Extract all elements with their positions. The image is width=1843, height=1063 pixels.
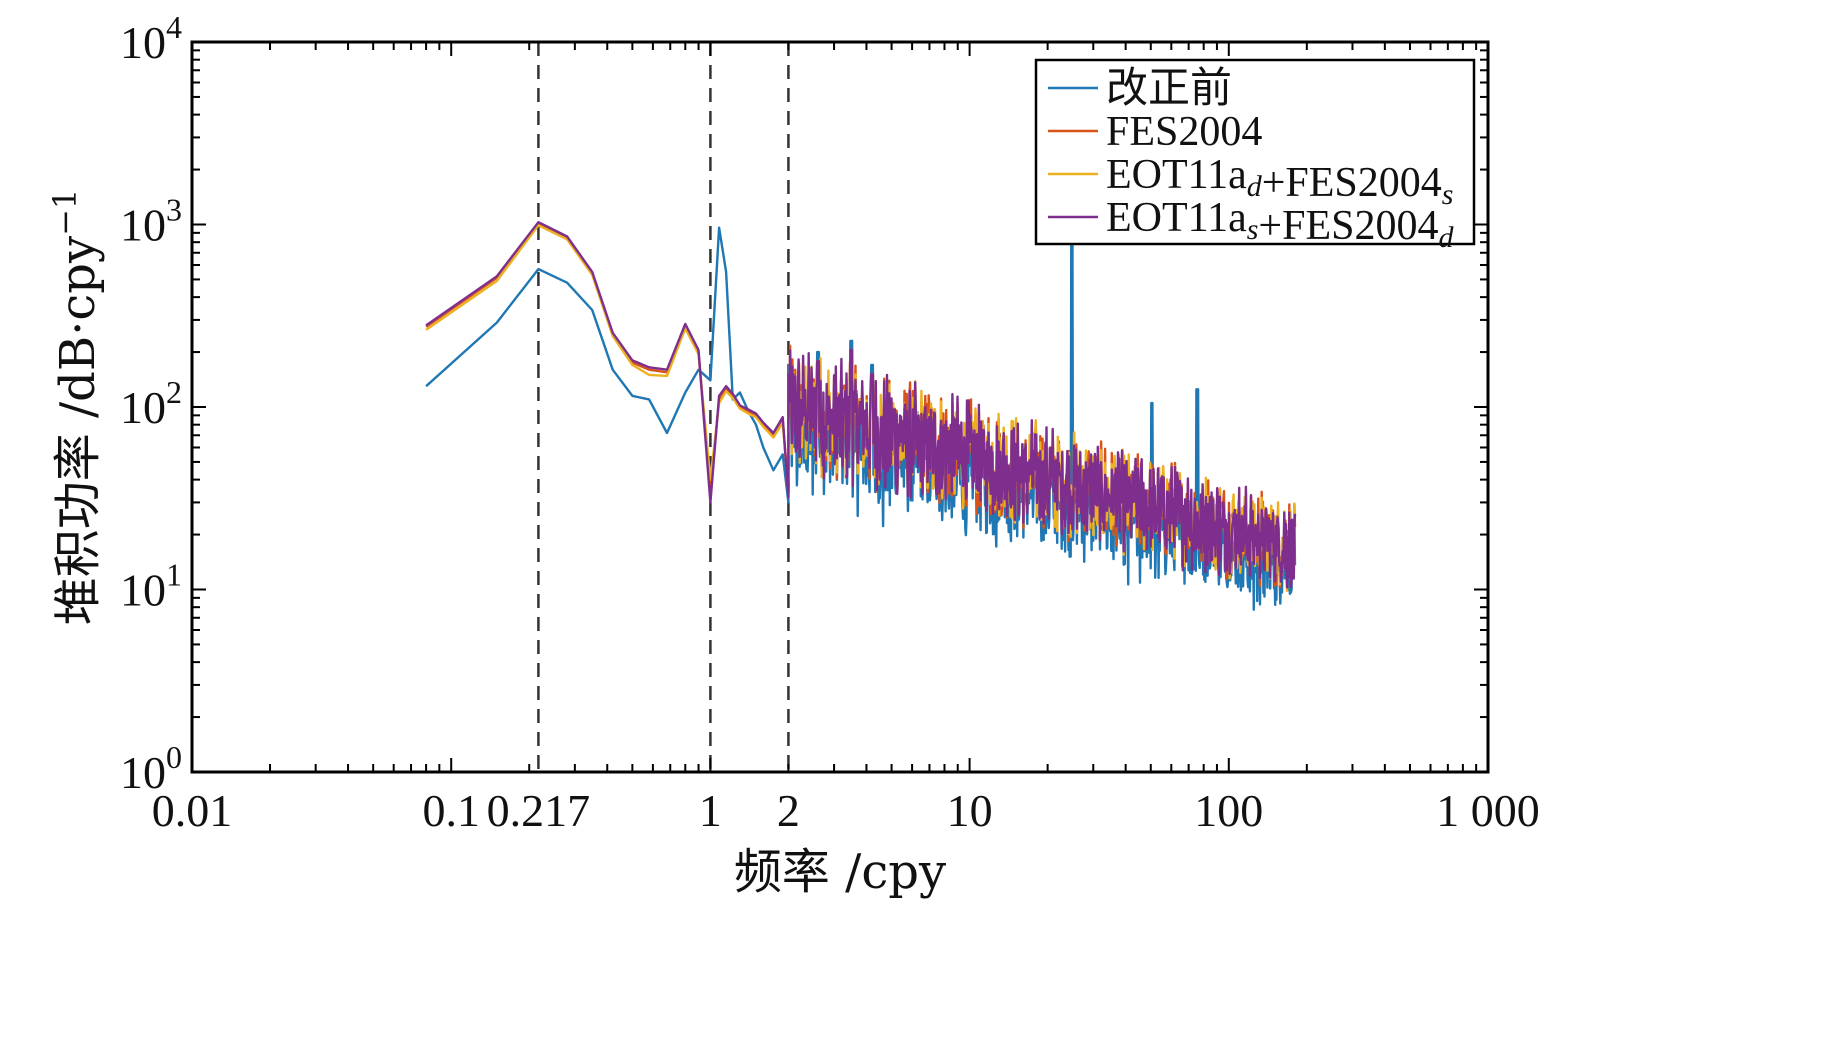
legend-subscript: s xyxy=(1442,178,1454,211)
y-tick-exponent: 2 xyxy=(166,374,182,410)
x-tick-label: 100 xyxy=(1194,785,1263,836)
x-tick-label: 0.217 xyxy=(487,785,591,836)
y-tick-label: 104 xyxy=(120,9,182,68)
series-lines xyxy=(425,221,1297,611)
x-tick-label: 0.1 xyxy=(422,785,480,836)
x-tick-label: 2 xyxy=(777,785,800,836)
y-tick-base: 10 xyxy=(120,382,166,433)
legend-label: EOT11as+FES2004d xyxy=(1106,195,1454,254)
series-line-3 xyxy=(425,221,1297,589)
legend-text-part: +FES2004 xyxy=(1262,160,1442,206)
x-tick-label: 0.01 xyxy=(152,785,233,836)
y-tick-exponent: 4 xyxy=(166,9,182,45)
y-axis-label-main: 堆积功率 /dB·cpy xyxy=(50,236,106,625)
y-tick-base: 10 xyxy=(120,747,166,798)
legend-subscript: d xyxy=(1438,221,1454,254)
x-tick-label: 1 000 xyxy=(1436,785,1540,836)
y-axis-label-superscript: −1 xyxy=(46,189,84,236)
legend-text-part: 改正前 xyxy=(1106,66,1232,112)
x-tick-label: 1 xyxy=(699,785,722,836)
legend: 改正前FES2004EOT11ad+FES2004sEOT11as+FES200… xyxy=(1034,58,1476,254)
y-tick-base: 10 xyxy=(120,17,166,68)
legend-text-part: +FES2004 xyxy=(1258,203,1438,249)
legend-subscript: d xyxy=(1247,170,1263,203)
y-tick-label: 103 xyxy=(120,192,182,251)
y-axis-label-group: 堆积功率 /dB·cpy−1 xyxy=(46,189,106,626)
axis-ticks xyxy=(191,42,1488,773)
legend-label: FES2004 xyxy=(1106,109,1262,155)
reference-lines xyxy=(537,42,790,772)
y-axis-label: 堆积功率 /dB·cpy−1 xyxy=(46,189,106,626)
legend-label: EOT11ad+FES2004s xyxy=(1106,152,1453,211)
y-tick-label: 100 xyxy=(120,739,182,798)
y-tick-exponent: 0 xyxy=(166,739,182,775)
y-tick-label: 102 xyxy=(120,374,182,433)
legend-text-part: EOT11a xyxy=(1106,195,1247,241)
y-tick-base: 10 xyxy=(120,200,166,251)
legend-label: 改正前 xyxy=(1106,66,1232,112)
y-tick-base: 10 xyxy=(120,565,166,616)
legend-subscript: s xyxy=(1247,213,1259,246)
x-tick-labels: 0.01 0.1 0.217 1 2 10 100 1 000 xyxy=(152,785,1540,836)
y-tick-label: 101 xyxy=(120,557,182,616)
legend-text-part: FES2004 xyxy=(1106,109,1262,155)
legend-box xyxy=(1034,58,1476,246)
x-tick-label: 10 xyxy=(947,785,993,836)
y-tick-exponent: 1 xyxy=(166,557,182,593)
x-axis-label: 频率 /cpy xyxy=(734,844,946,900)
legend-text-part: EOT11a xyxy=(1106,152,1247,198)
y-tick-exponent: 3 xyxy=(166,192,182,228)
